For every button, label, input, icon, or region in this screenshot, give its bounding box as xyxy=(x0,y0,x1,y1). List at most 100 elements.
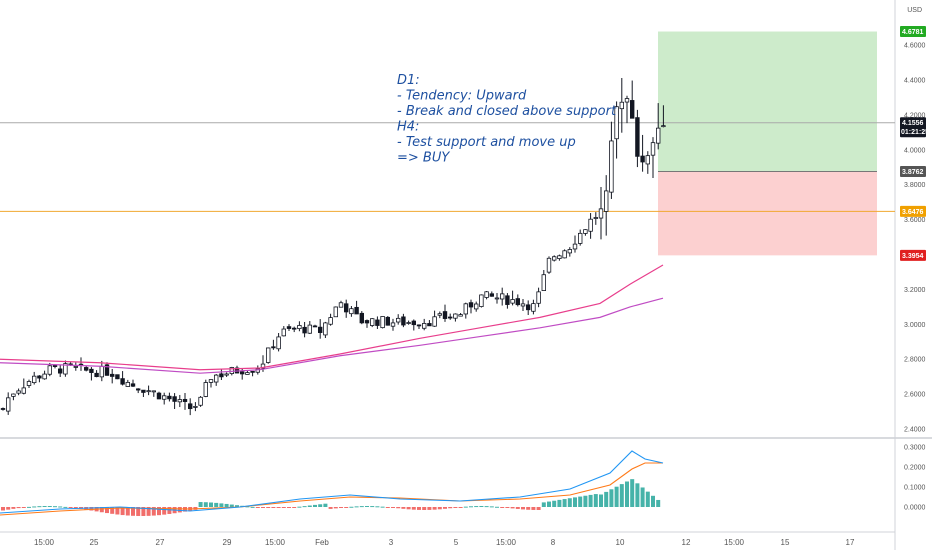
candle[interactable] xyxy=(395,317,401,323)
candle[interactable] xyxy=(359,312,364,324)
candle[interactable] xyxy=(26,381,32,386)
candle[interactable] xyxy=(604,190,609,212)
candle[interactable] xyxy=(302,326,307,334)
candle[interactable] xyxy=(187,403,193,410)
candle[interactable] xyxy=(260,363,266,369)
candle[interactable] xyxy=(562,250,567,259)
candle[interactable] xyxy=(151,390,156,393)
candle[interactable] xyxy=(198,396,203,406)
candle[interactable] xyxy=(229,367,234,374)
stop-zone[interactable] xyxy=(658,171,877,256)
candle[interactable] xyxy=(161,395,167,400)
candle[interactable] xyxy=(203,382,208,397)
candle[interactable] xyxy=(307,324,312,334)
candle[interactable] xyxy=(338,302,344,308)
candle[interactable] xyxy=(499,293,505,300)
candle[interactable] xyxy=(239,371,245,375)
candle[interactable] xyxy=(588,218,593,232)
candle[interactable] xyxy=(515,298,520,306)
candle[interactable] xyxy=(120,378,125,385)
candle[interactable] xyxy=(640,155,645,163)
candle[interactable] xyxy=(32,375,37,384)
candle[interactable] xyxy=(364,320,370,324)
candle[interactable] xyxy=(0,408,6,410)
candle[interactable] xyxy=(505,295,510,305)
candle[interactable] xyxy=(614,106,619,140)
candle[interactable] xyxy=(531,303,536,312)
candle[interactable] xyxy=(125,381,130,387)
candle[interactable] xyxy=(130,383,136,387)
candle[interactable] xyxy=(224,373,229,376)
candle[interactable] xyxy=(89,368,94,373)
candle[interactable] xyxy=(598,208,604,219)
candle[interactable] xyxy=(447,316,453,319)
candle[interactable] xyxy=(380,316,385,329)
candle[interactable] xyxy=(427,323,432,327)
candle[interactable] xyxy=(250,370,255,373)
candle[interactable] xyxy=(583,229,588,234)
candle[interactable] xyxy=(16,390,21,394)
candle[interactable] xyxy=(42,373,47,380)
candle[interactable] xyxy=(276,336,281,350)
candle[interactable] xyxy=(21,387,26,394)
candle[interactable] xyxy=(375,319,380,326)
candle[interactable] xyxy=(255,368,260,373)
candle[interactable] xyxy=(385,316,390,326)
candle[interactable] xyxy=(578,232,583,244)
candle[interactable] xyxy=(650,142,656,156)
candle[interactable] xyxy=(520,303,526,307)
candle[interactable] xyxy=(463,303,468,315)
candle[interactable] xyxy=(411,320,416,326)
candle[interactable] xyxy=(421,323,427,329)
candle[interactable] xyxy=(473,303,479,310)
candle[interactable] xyxy=(297,325,302,330)
candle[interactable] xyxy=(406,322,411,324)
candle[interactable] xyxy=(593,217,598,219)
candle[interactable] xyxy=(208,379,214,383)
candle[interactable] xyxy=(656,127,661,144)
candle[interactable] xyxy=(609,140,614,193)
candle[interactable] xyxy=(47,365,52,375)
candle[interactable] xyxy=(312,325,318,328)
candle[interactable] xyxy=(172,396,177,402)
candle[interactable] xyxy=(245,372,250,375)
candle[interactable] xyxy=(416,324,422,327)
candle[interactable] xyxy=(135,388,141,391)
candle[interactable] xyxy=(567,249,572,254)
candle[interactable] xyxy=(619,101,624,110)
candle[interactable] xyxy=(442,311,448,319)
candle[interactable] xyxy=(635,117,640,157)
candle[interactable] xyxy=(546,257,552,273)
candle[interactable] xyxy=(265,347,271,363)
candle[interactable] xyxy=(552,256,557,261)
candle[interactable] xyxy=(219,373,224,378)
candle[interactable] xyxy=(167,395,172,400)
candle[interactable] xyxy=(390,322,396,327)
candle[interactable] xyxy=(110,373,115,377)
candle[interactable] xyxy=(323,322,328,336)
candle[interactable] xyxy=(484,291,489,298)
candle[interactable] xyxy=(333,306,338,318)
candle[interactable] xyxy=(572,243,578,250)
candle[interactable] xyxy=(479,294,484,307)
candle[interactable] xyxy=(146,390,151,393)
candle[interactable] xyxy=(645,155,650,165)
target-zone[interactable] xyxy=(658,31,877,172)
candle[interactable] xyxy=(349,308,354,315)
candle[interactable] xyxy=(624,98,630,103)
candle[interactable] xyxy=(291,327,297,330)
candle[interactable] xyxy=(286,326,292,329)
candle[interactable] xyxy=(510,299,515,304)
candle[interactable] xyxy=(213,374,219,383)
candle[interactable] xyxy=(494,297,500,300)
candle[interactable] xyxy=(369,318,375,326)
candle[interactable] xyxy=(401,316,406,326)
candle[interactable] xyxy=(271,346,276,349)
candle[interactable] xyxy=(489,293,494,297)
candle[interactable] xyxy=(115,374,120,380)
candle[interactable] xyxy=(141,389,146,393)
candle[interactable] xyxy=(468,302,474,308)
candle[interactable] xyxy=(84,367,89,371)
candle[interactable] xyxy=(182,398,188,402)
candle[interactable] xyxy=(6,397,11,412)
